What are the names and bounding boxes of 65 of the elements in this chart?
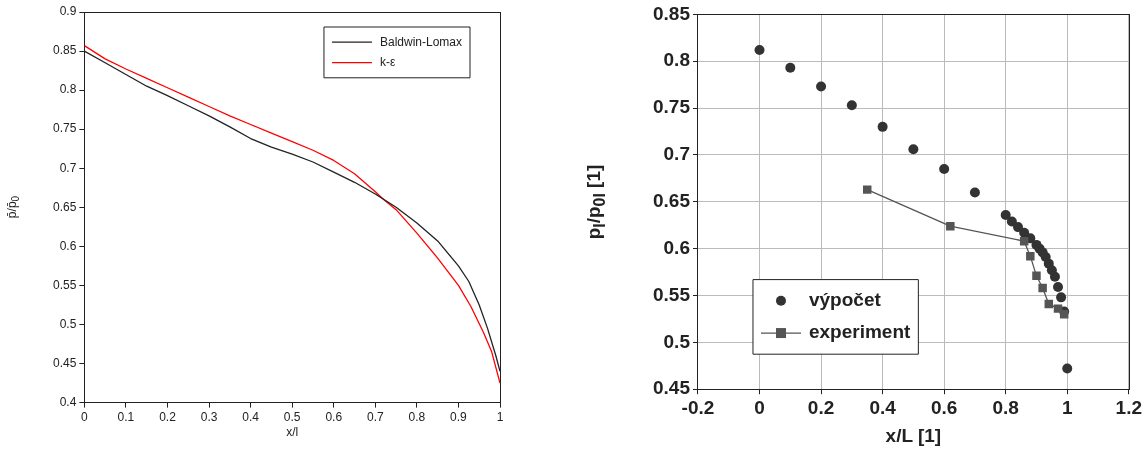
point: [946, 221, 955, 231]
x-tick-label: 1: [1061, 396, 1073, 418]
point: [969, 187, 980, 198]
legend-label: Baldwin-Lomax: [379, 34, 463, 49]
y-tick-label: 0.5: [59, 316, 77, 331]
legend-label: výpočet: [808, 288, 882, 310]
point: [1062, 363, 1073, 374]
legend-label: experiment: [808, 321, 912, 343]
y-tick-label: 0.45: [653, 377, 691, 399]
x-tick-label: 0.4: [242, 410, 260, 425]
x-tick-label: 0: [754, 396, 765, 418]
point: [1032, 271, 1041, 281]
point: [1056, 292, 1067, 303]
y-tick-label: 0.7: [59, 160, 77, 175]
y-tick-label: 0.5: [663, 330, 691, 352]
x-tick-label: 0.3: [200, 410, 218, 425]
point: [1006, 216, 1017, 227]
x-tick-label: 1: [496, 410, 504, 425]
point: [939, 164, 950, 175]
point: [908, 144, 919, 155]
y-tick-label: 0.55: [53, 277, 77, 292]
x-tick-label: 0.4: [869, 396, 897, 418]
y-tick-label: 0.65: [653, 190, 691, 212]
point: [1053, 304, 1063, 313]
point: [1000, 209, 1011, 220]
y-tick-label: 0.8: [59, 82, 77, 97]
legend-label: k-ε: [379, 54, 396, 69]
x-tick-label: 0.2: [159, 410, 177, 425]
point: [877, 121, 888, 132]
x-axis-title: x/L [1]: [885, 425, 942, 448]
x-tick-label: 0.7: [366, 410, 384, 425]
y-tick-label: 0.75: [653, 96, 691, 118]
x-tick-label: 0.9: [450, 410, 468, 425]
x-tick-label: 0.5: [283, 410, 301, 425]
y-tick-label: 0.9: [59, 4, 77, 19]
y-tick-label: 0.65: [53, 199, 77, 214]
point: [1053, 282, 1064, 293]
point: [1013, 222, 1024, 233]
x-tick-label: 0.2: [807, 396, 835, 418]
x-tick-label: 0.6: [930, 396, 958, 418]
x-tick-label: 0.1: [117, 410, 135, 425]
y-tick-label: 0.85: [53, 43, 77, 58]
y-tick-label: 0.55: [653, 283, 691, 305]
point: [1038, 283, 1047, 293]
y-tick-label: 0.75: [53, 121, 77, 136]
x-axis-title: x/l: [286, 425, 299, 440]
x-tick-label: 0.6: [325, 410, 343, 425]
y-tick-label: 0.85: [653, 2, 691, 24]
point: [785, 62, 796, 73]
y-tick-label: 0.45: [53, 355, 77, 370]
y-tick-label: 0.8: [663, 49, 690, 71]
x-tick-label: 0.8: [992, 396, 1019, 418]
point: [816, 81, 827, 92]
point: [1026, 251, 1035, 261]
x-tick-label: 1.2: [1115, 396, 1142, 418]
point: [846, 100, 857, 111]
y-tick-label: 0.7: [663, 143, 690, 165]
x-tick-label: 0.8: [408, 410, 426, 425]
x-tick-label: 0: [81, 410, 89, 425]
y-tick-label: 0.6: [59, 238, 77, 253]
point: [1049, 271, 1060, 282]
point: [862, 185, 872, 194]
point: [754, 45, 765, 56]
x-tick-label: -0.2: [681, 396, 715, 418]
y-tick-label: 0.6: [663, 236, 690, 258]
